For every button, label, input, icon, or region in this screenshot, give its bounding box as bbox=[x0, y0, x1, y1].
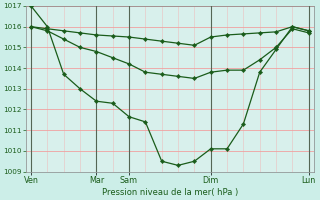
X-axis label: Pression niveau de la mer( hPa ): Pression niveau de la mer( hPa ) bbox=[102, 188, 238, 197]
